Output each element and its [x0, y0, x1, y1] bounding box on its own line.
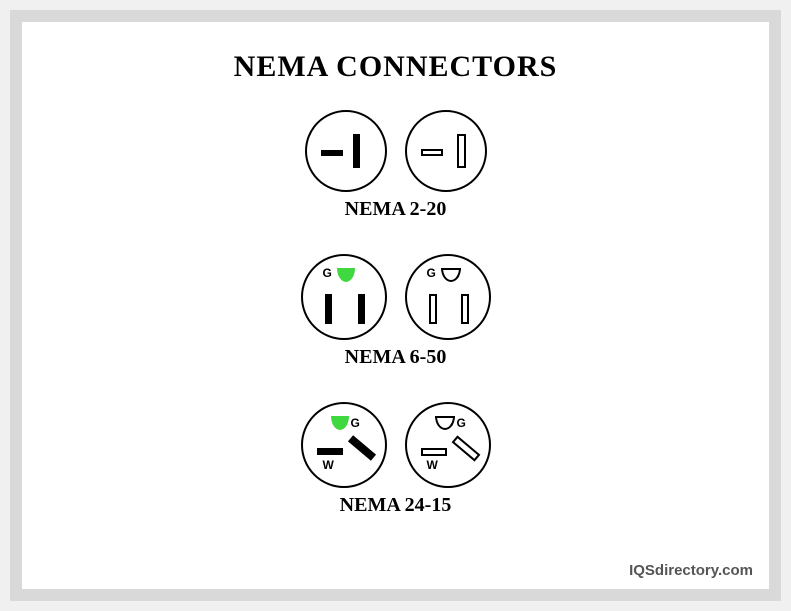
connector-label: NEMA 24-15: [340, 494, 452, 517]
outer-frame: NEMA CONNECTORS NEMA 2-20GGNEMA 6-50GWGW…: [10, 10, 781, 601]
slot-icon: [451, 435, 480, 461]
connector-pair: GG: [301, 254, 491, 340]
slot-icon: [421, 448, 447, 456]
slot-icon: [457, 134, 466, 168]
receptacle-icon: [405, 110, 487, 192]
pin-label: G: [457, 416, 466, 430]
slot-icon: [421, 149, 443, 156]
pin-label: W: [323, 458, 334, 472]
ground-pin-icon: [337, 268, 355, 282]
diagram-canvas: NEMA CONNECTORS NEMA 2-20GGNEMA 6-50GWGW…: [22, 22, 769, 589]
connector-pair: [305, 110, 487, 192]
receptacle-icon: G: [405, 254, 491, 340]
connector-label: NEMA 6-50: [345, 346, 447, 369]
connector-pair: GWGW: [301, 402, 491, 488]
blade-icon: [347, 435, 375, 460]
receptacle-icon: GW: [405, 402, 491, 488]
blade-icon: [325, 294, 332, 324]
plug-icon: [305, 110, 387, 192]
pin-label: G: [427, 266, 436, 280]
plug-icon: GW: [301, 402, 387, 488]
slot-icon: [461, 294, 469, 324]
pin-label: G: [351, 416, 360, 430]
ground-slot-icon: [441, 268, 461, 282]
blade-icon: [317, 448, 343, 455]
page-title: NEMA CONNECTORS: [234, 50, 558, 84]
plug-icon: G: [301, 254, 387, 340]
connector-label: NEMA 2-20: [345, 198, 447, 221]
pin-label: W: [427, 458, 438, 472]
pin-label: G: [323, 266, 332, 280]
blade-icon: [321, 150, 343, 156]
ground-slot-icon: [435, 416, 455, 430]
attribution-text: IQSdirectory.com: [629, 562, 753, 579]
slot-icon: [429, 294, 437, 324]
ground-pin-icon: [331, 416, 349, 430]
connector-row: GGNEMA 6-50: [301, 254, 491, 369]
connector-row: NEMA 2-20: [305, 110, 487, 221]
connector-row: GWGWNEMA 24-15: [301, 402, 491, 517]
blade-icon: [353, 134, 360, 168]
blade-icon: [358, 294, 365, 324]
